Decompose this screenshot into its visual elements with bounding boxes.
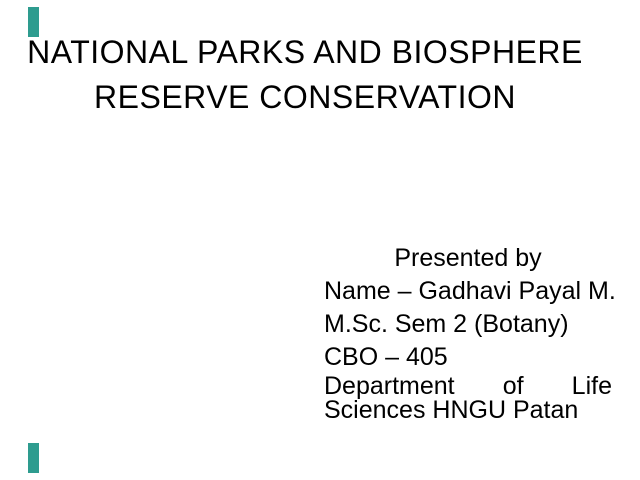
presented-by-line: Presented by bbox=[394, 244, 542, 272]
accent-bar-bottom bbox=[28, 443, 39, 473]
department-line-1: Department of Life bbox=[324, 372, 612, 400]
presenter-block: Presented by Name – Gadhavi Payal M. M.S… bbox=[324, 242, 616, 424]
slide-title: NATIONAL PARKS AND BIOSPHERE RESERVE CON… bbox=[0, 30, 610, 120]
title-line-1: NATIONAL PARKS AND BIOSPHERE bbox=[27, 34, 583, 70]
accent-bar-top bbox=[28, 7, 39, 37]
course-code-line: CBO – 405 bbox=[324, 343, 448, 371]
department-paragraph: Department of Life Sciences HNGU Patan bbox=[324, 372, 612, 424]
presenter-name-line: Name – Gadhavi Payal M. bbox=[324, 277, 616, 305]
title-line-2: RESERVE CONSERVATION bbox=[94, 79, 516, 115]
department-line-2: Sciences HNGU Patan bbox=[324, 396, 579, 424]
course-line: M.Sc. Sem 2 (Botany) bbox=[324, 310, 569, 338]
